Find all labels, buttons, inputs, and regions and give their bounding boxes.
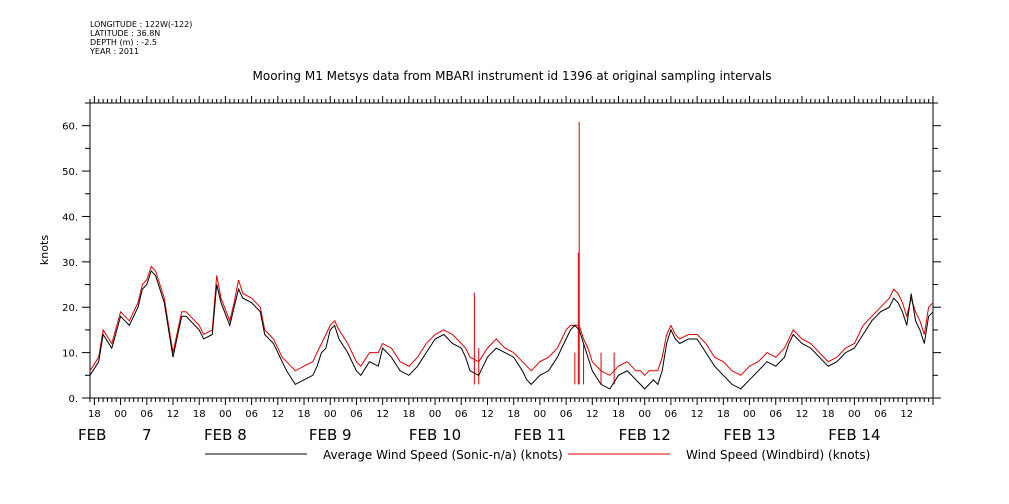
x-tick-label: 18	[822, 409, 835, 420]
x-tick-label: 06	[245, 409, 258, 420]
y-tick-label: 30.	[62, 258, 78, 269]
x-tick-label: 00	[848, 409, 861, 420]
x-tick-label: 12	[481, 409, 494, 420]
x-tick-label: 18	[402, 409, 415, 420]
x-tick-label: 18	[717, 409, 730, 420]
x-tick-label: 00	[638, 409, 651, 420]
x-tick-label: 06	[665, 409, 678, 420]
y-tick-label: 60.	[62, 122, 78, 133]
x-tick-label: 18	[88, 409, 101, 420]
metadata-block: LONGITUDE : 122W(-122) LATITUDE : 36.8N …	[90, 20, 192, 56]
x-tick-label: 06	[455, 409, 468, 420]
y-tick-label: 0.	[68, 394, 78, 405]
x-tick-label: 06	[560, 409, 573, 420]
depth-text: DEPTH (m) : -2.5	[90, 38, 157, 47]
y-tick-label: 40.	[62, 212, 78, 223]
x-tick-label: 00	[324, 409, 337, 420]
date-label: FEB 11	[514, 426, 566, 444]
x-tick-label: 18	[507, 409, 520, 420]
date-label: FEB 10	[409, 426, 461, 444]
x-tick-label: 12	[900, 409, 913, 420]
x-tick-label: 18	[193, 409, 206, 420]
year-text: YEAR : 2011	[90, 47, 140, 56]
x-tick-label: 06	[874, 409, 887, 420]
x-tick-label: 18	[612, 409, 625, 420]
date-label: FEB	[78, 426, 106, 444]
x-tick-label: 06	[140, 409, 153, 420]
x-tick-label: 12	[376, 409, 389, 420]
date-label: 7	[142, 426, 152, 444]
x-tick-label: 00	[114, 409, 127, 420]
date-label: FEB 13	[723, 426, 775, 444]
x-tick-label: 06	[350, 409, 363, 420]
latitude-text: LATITUDE : 36.8N	[90, 29, 161, 38]
x-tick-label: 12	[796, 409, 809, 420]
x-tick-label: 00	[429, 409, 442, 420]
legend-label-average: Average Wind Speed (Sonic-n/a) (knots)	[323, 448, 563, 462]
date-label: FEB 12	[619, 426, 671, 444]
x-tick-label: 00	[534, 409, 547, 420]
date-label: FEB 9	[309, 426, 352, 444]
y-tick-label: 20.	[62, 303, 78, 314]
y-axis-label: knots	[38, 235, 51, 265]
chart-title: Mooring M1 Metsys data from MBARI instru…	[253, 69, 772, 83]
x-tick-label: 00	[743, 409, 756, 420]
series-line-windbird	[89, 265, 934, 377]
longitude-text: LONGITUDE : 122W(-122)	[90, 20, 193, 29]
x-tick-label: 12	[271, 409, 284, 420]
x-tick-label: 00	[219, 409, 232, 420]
y-tick-label: 10.	[62, 349, 78, 360]
legend-label-windbird: Wind Speed (Windbird) (knots)	[686, 448, 870, 462]
x-tick-label: 12	[691, 409, 704, 420]
x-tick-label: 12	[167, 409, 180, 420]
x-tick-label: 06	[769, 409, 782, 420]
date-label: FEB 8	[204, 426, 247, 444]
y-tick-label: 50.	[62, 167, 78, 178]
plot-frame	[89, 102, 934, 399]
x-tick-label: 18	[298, 409, 311, 420]
date-label: FEB 14	[828, 426, 880, 444]
x-tick-label: 12	[586, 409, 599, 420]
series-line-average-wind	[89, 269, 934, 390]
